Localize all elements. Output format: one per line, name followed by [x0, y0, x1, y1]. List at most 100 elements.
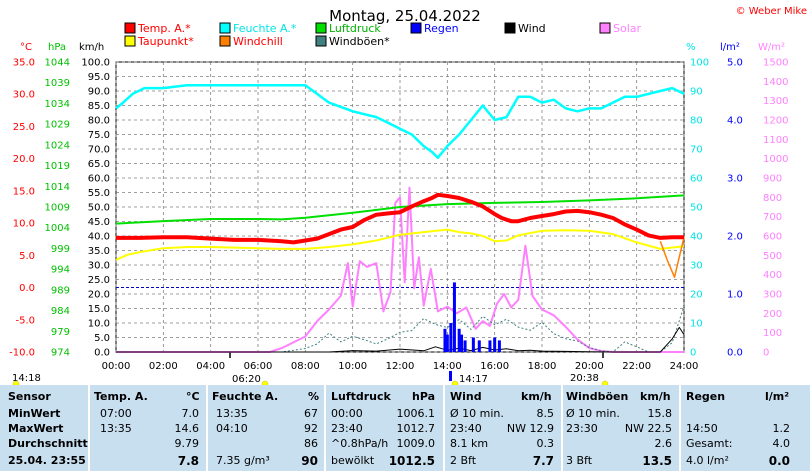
legend-label: Windchill — [233, 35, 283, 48]
tick-label-temp: -10.0 — [9, 348, 35, 359]
tick-label-wind: 30.0 — [88, 261, 110, 272]
table-cell-label: Durchschnitt — [8, 437, 88, 450]
header-sensor: Sensor — [8, 390, 51, 403]
x-tick-label: 08:00 — [291, 361, 320, 372]
tick-label-solar: 900 — [763, 174, 782, 185]
tick-label-wind: 25.0 — [88, 275, 110, 286]
axis-unit-humidity: % — [686, 42, 696, 53]
tick-label-wind: 5.0 — [94, 333, 110, 344]
legend-label: Taupunkt* — [137, 35, 194, 48]
table-cell-hum-val: 92 — [304, 422, 318, 435]
tick-label-rain: 0.0 — [727, 348, 743, 359]
table-cell-rain-right: 4.0 — [772, 437, 791, 450]
sun-moon-time-label: 20:38 — [570, 373, 599, 384]
header-temp-unit: °C — [186, 390, 200, 403]
tick-label-humidity: 50 — [690, 203, 703, 214]
tick-label-solar: 0 — [763, 348, 769, 359]
axis-unit-pressure: hPa — [48, 42, 66, 53]
rain-bar — [443, 328, 447, 352]
x-tick-label: 00:00 — [102, 361, 131, 372]
tick-label-pressure: 999 — [51, 244, 70, 255]
tick-label-wind: 10.0 — [88, 319, 110, 330]
table-cell-hum-val: 67 — [304, 407, 318, 420]
table-cell-wind-left: 2 Bft — [450, 454, 477, 467]
rain-bar — [445, 334, 449, 352]
table-cell-rain-left: Gesamt: — [686, 437, 733, 450]
series-line-tempa — [116, 192, 684, 245]
table-cell-hum-val: 86 — [304, 437, 318, 450]
tick-label-wind: 0.0 — [94, 348, 110, 359]
noon-marker — [449, 371, 452, 381]
table-cell-temp-val: 9.79 — [174, 437, 200, 450]
legend-swatch-icon — [410, 22, 422, 34]
table-cell-label: MinWert — [8, 407, 61, 420]
series-line-feuchtea — [115, 83, 685, 159]
rain-bar — [452, 282, 456, 352]
tick-label-temp: 20.0 — [13, 154, 35, 165]
table-cell-press-time: 23:40 — [331, 422, 363, 435]
table-cell-press-val: 1006.1 — [396, 407, 436, 420]
sunset-marker — [602, 352, 604, 358]
plot-area: 35.0 30.0 25.0 20.0 15.0 10.0 5.0 0.0 -5.0 -10.0 1… — [9, 58, 788, 388]
legend-swatch-icon — [315, 35, 327, 47]
legend-label: Wind — [518, 22, 546, 35]
header-humidity-unit: % — [308, 390, 320, 403]
table-cell-gust-right: 2.6 — [654, 437, 673, 450]
tick-label-pressure: 1004 — [45, 223, 70, 234]
table-cell-press-time: bewölkt — [331, 454, 375, 467]
tick-label-solar: 500 — [763, 251, 782, 262]
x-tick-label: 18:00 — [528, 361, 557, 372]
rain-bar — [477, 340, 481, 352]
table-cell-gust-right: NW 22.5 — [624, 422, 672, 435]
tick-label-wind: 70.0 — [88, 145, 110, 156]
tick-label-pressure: 1009 — [45, 203, 70, 214]
tick-label-solar: 1100 — [763, 135, 788, 146]
tick-label-solar: 800 — [763, 193, 782, 204]
copyright-label: © Weber Mike — [736, 6, 807, 17]
x-tick-label: 24:00 — [670, 361, 699, 372]
tick-label-humidity: 60 — [690, 174, 703, 185]
tick-label-solar: 200 — [763, 309, 782, 320]
legend-swatch-icon — [315, 22, 327, 34]
series-line-taupunkt — [115, 228, 685, 261]
table-cell-hum-time: 13:35 — [216, 407, 248, 420]
tick-label-wind: 15.0 — [88, 304, 110, 315]
tick-label-humidity: 10 — [690, 319, 703, 330]
header-wind: Wind — [450, 390, 482, 403]
table-cell-temp-time: 13:35 — [100, 422, 132, 435]
tick-label-temp: 30.0 — [13, 90, 35, 101]
tick-label-solar: 1500 — [763, 58, 788, 69]
tick-label-humidity: 20 — [690, 290, 703, 301]
tick-label-temp: 0.0 — [19, 283, 35, 294]
axis-unit-rain: l/m² — [720, 42, 740, 53]
legend-label: Solar — [613, 22, 642, 35]
header-pressure-unit: hPa — [412, 390, 436, 403]
tick-label-wind: 60.0 — [88, 174, 110, 185]
tick-label-solar: 400 — [763, 270, 782, 281]
tick-label-temp: 15.0 — [13, 186, 35, 197]
tick-label-temp: 35.0 — [13, 58, 35, 69]
x-tick-label: 12:00 — [386, 361, 415, 372]
header-wind-unit: km/h — [521, 390, 552, 403]
table-cell-press-val: 1012.7 — [396, 422, 436, 435]
series-line-windchill — [659, 237, 685, 278]
table-cell-press-time: 00:00 — [331, 407, 363, 420]
tick-label-humidity: 0 — [690, 348, 696, 359]
tick-label-rain: 3.0 — [727, 174, 743, 185]
legend-label: Regen — [424, 22, 459, 35]
tick-label-pressure: 989 — [51, 285, 70, 296]
rain-bar — [497, 340, 501, 352]
x-tick-label: 06:00 — [244, 361, 273, 372]
tick-label-solar: 1000 — [763, 154, 788, 165]
tick-label-solar: 1400 — [763, 77, 788, 88]
table-cell-wind-left: 8.1 km — [450, 437, 489, 450]
tick-label-wind: 85.0 — [88, 101, 110, 112]
x-tick-label: 22:00 — [622, 361, 651, 372]
table-cell-temp-val: 7.0 — [181, 407, 200, 420]
axis-unit-wind: km/h — [79, 42, 104, 53]
tick-label-pressure: 984 — [51, 306, 70, 317]
tick-label-wind: 100.0 — [81, 58, 110, 69]
table-cell-gust-left: Ø 10 min. — [566, 407, 620, 420]
tick-label-pressure: 1019 — [45, 161, 70, 172]
tick-label-rain: 2.0 — [727, 232, 743, 243]
